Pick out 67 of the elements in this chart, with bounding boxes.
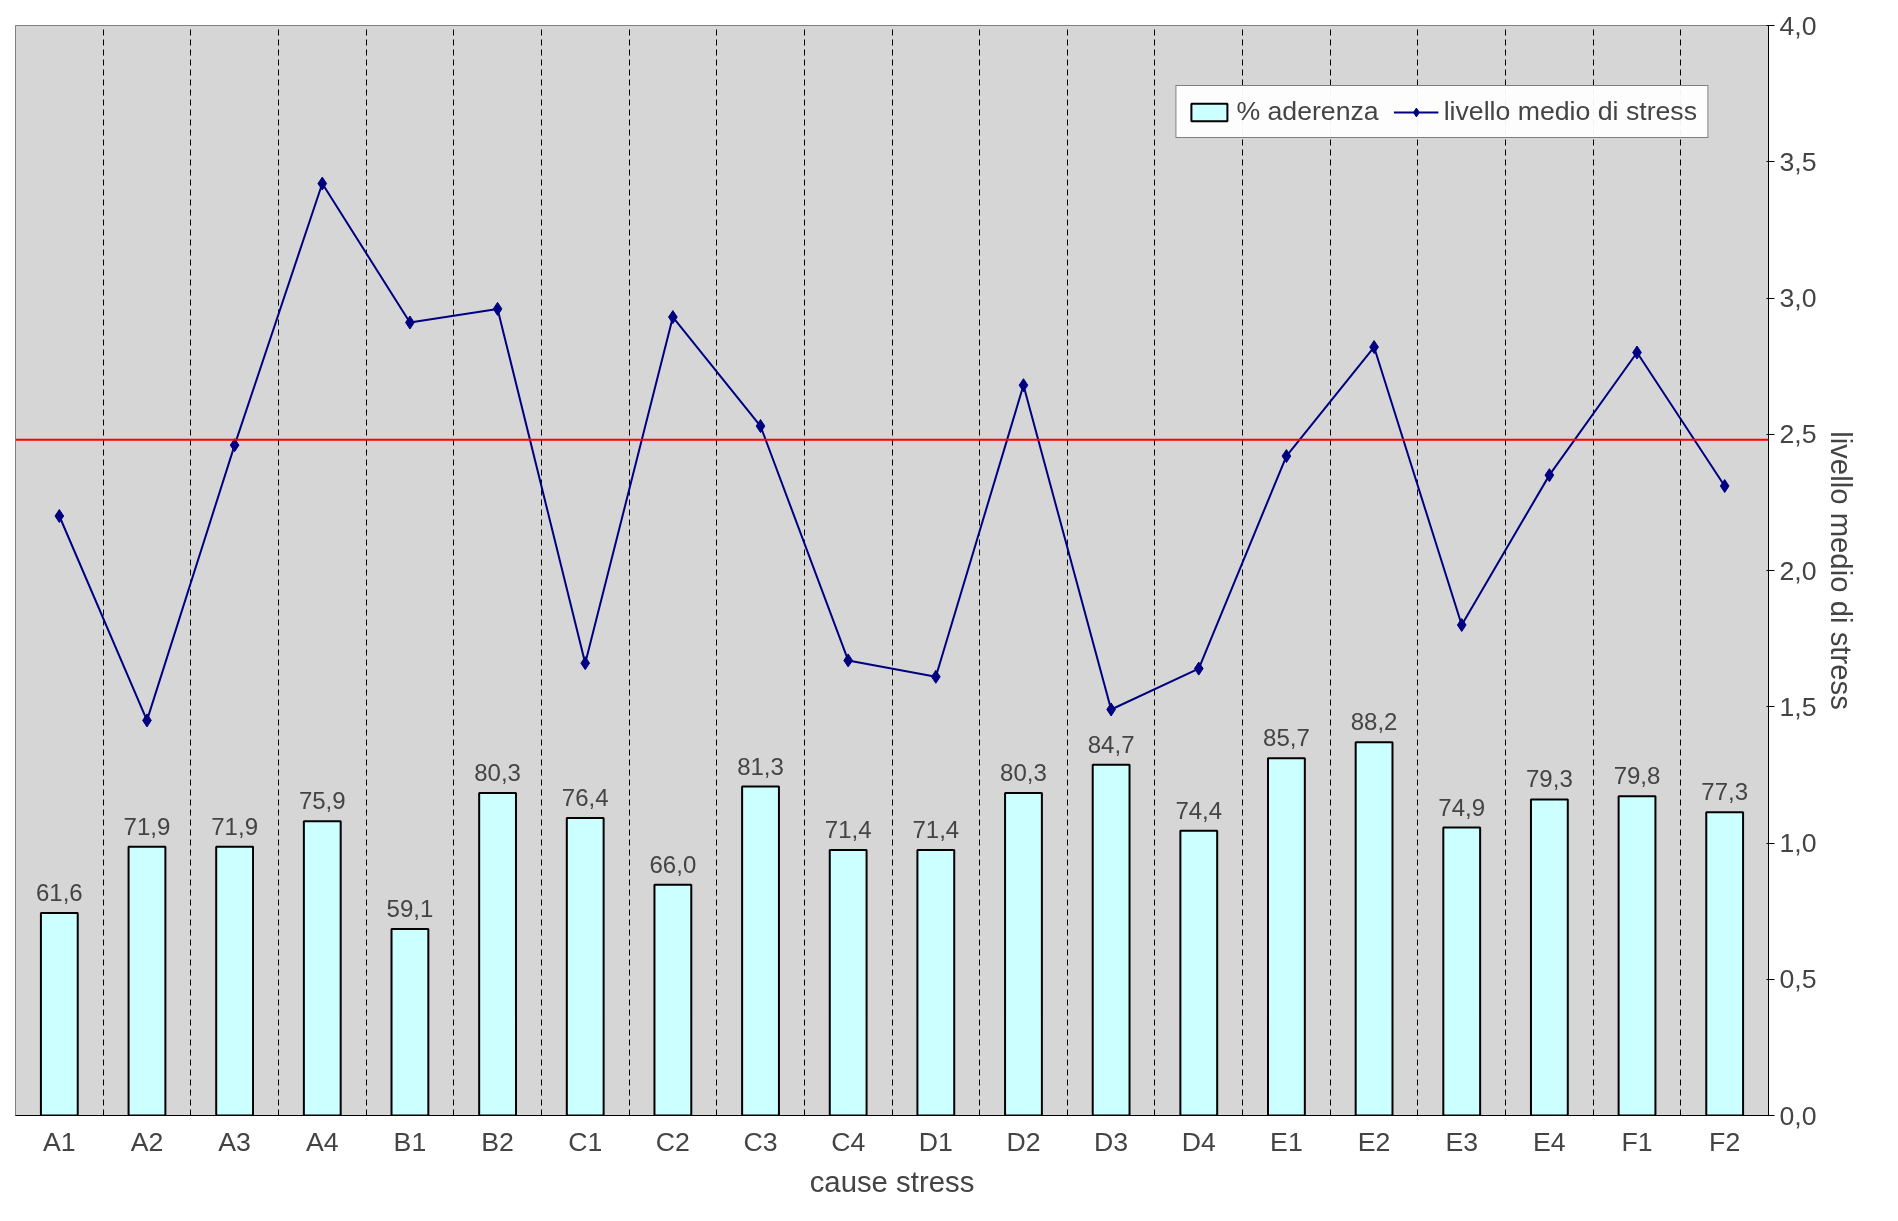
data-label: 74,9 <box>1438 793 1486 821</box>
data-label: 84,7 <box>1087 730 1135 758</box>
point <box>1281 449 1292 464</box>
x-tick-label: F2 <box>1709 1126 1741 1157</box>
x-tick-label: A2 <box>130 1126 164 1157</box>
point <box>1719 479 1730 494</box>
point <box>492 301 503 316</box>
x-axis-title: cause stress <box>809 1164 975 1198</box>
data-label: 71,4 <box>912 816 960 844</box>
y-axis-title: livello medio di stress <box>1824 431 1858 710</box>
point <box>580 656 591 671</box>
x-tick-label: D4 <box>1181 1126 1216 1157</box>
y-tick-label: 0,5 <box>1779 964 1817 995</box>
x-tick-label: D1 <box>918 1126 953 1157</box>
point <box>317 176 328 191</box>
point <box>930 669 941 684</box>
x-tick-label: C2 <box>655 1126 690 1157</box>
x-tick-label: C3 <box>743 1126 778 1157</box>
data-label: 59,1 <box>386 894 434 922</box>
data-label: 81,3 <box>737 752 784 780</box>
point <box>843 653 854 668</box>
data-label: 71,4 <box>824 816 872 844</box>
data-label: 80,3 <box>1000 758 1047 786</box>
data-label: 76,4 <box>561 783 609 811</box>
x-tick-label: B2 <box>481 1126 514 1157</box>
x-tick-label: E1 <box>1270 1126 1303 1157</box>
x-tick-label: E3 <box>1445 1126 1479 1157</box>
y-tick-label: 1,0 <box>1779 828 1817 858</box>
x-tick-label: E2 <box>1357 1126 1391 1157</box>
x-tick-label: B1 <box>393 1126 427 1157</box>
point <box>1456 618 1467 632</box>
data-label: 80,3 <box>474 758 521 786</box>
y-tick-label: 2,5 <box>1779 419 1817 450</box>
point <box>1018 378 1029 393</box>
x-tick-label: A3 <box>218 1126 251 1157</box>
legend-label: % aderenza <box>1236 96 1379 127</box>
data-label: 66,0 <box>649 850 697 878</box>
data-label: 61,6 <box>35 878 83 906</box>
data-label: 79,8 <box>1613 762 1661 790</box>
x-tick-label: A1 <box>43 1126 76 1157</box>
data-label: 79,3 <box>1526 765 1573 793</box>
data-label: 75,9 <box>298 787 346 815</box>
data-label: 74,4 <box>1175 796 1223 824</box>
y-tick-label: 3,0 <box>1779 283 1817 313</box>
data-label: 88,2 <box>1350 708 1398 736</box>
data-label: 77,3 <box>1701 778 1749 806</box>
x-tick-label: A4 <box>305 1126 339 1157</box>
y-tick-label: 0,0 <box>1779 1100 1817 1131</box>
x-tick-label: D2 <box>1006 1126 1041 1157</box>
legend-label: livello medio di stress <box>1443 96 1697 127</box>
data-label: 71,9 <box>123 812 171 840</box>
data-label: 71,9 <box>211 812 258 840</box>
point <box>1193 661 1204 676</box>
x-tick-label: D3 <box>1094 1126 1129 1157</box>
point <box>755 419 766 434</box>
x-tick-label: F1 <box>1621 1126 1653 1157</box>
point <box>54 509 65 523</box>
x-tick-label: C4 <box>831 1126 866 1157</box>
point <box>229 438 240 453</box>
data-label: 85,7 <box>1263 724 1310 752</box>
y-tick-label: 4,0 <box>1779 10 1817 41</box>
y-tick-label: 2,0 <box>1779 555 1817 586</box>
y-tick-label: 1,5 <box>1779 691 1817 722</box>
x-tick-label: C1 <box>568 1126 603 1157</box>
y-tick-label: 3,5 <box>1779 146 1817 177</box>
x-tick-label: E4 <box>1533 1126 1566 1157</box>
point <box>1544 468 1555 483</box>
